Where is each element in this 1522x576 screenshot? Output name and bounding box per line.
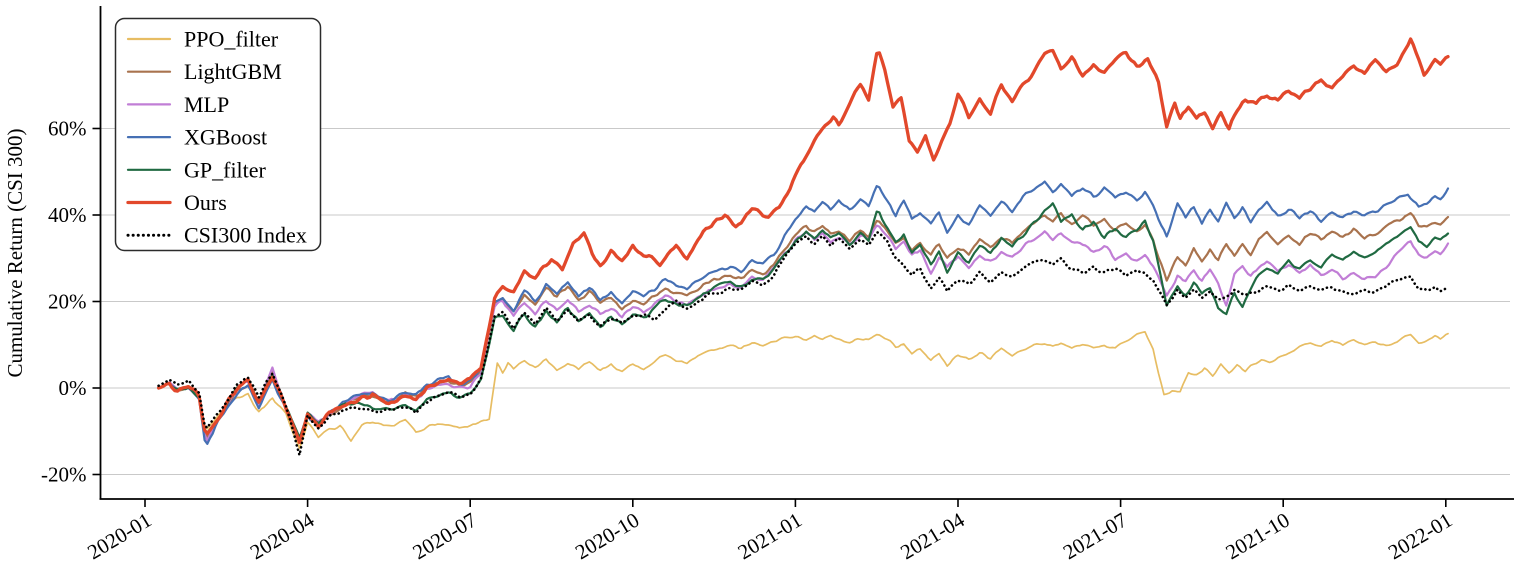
y-tick-label: 0% [59,376,87,400]
series-line-gp-filter [157,202,1450,439]
legend-entry-gp-filter: GP_filter [126,157,267,182]
legend-entry-mlp: MLP [126,92,229,117]
y-tick-label: 40% [48,203,87,227]
y-tick-label: 60% [48,117,87,141]
legend-label: Ours [184,190,227,215]
legend-entry-csi300-index: CSI300 Index [126,223,307,248]
legend-entry-ppo-filter: PPO_filter [126,27,279,52]
y-tick-label: -20% [41,463,87,487]
legend-entry-xgboost: XGBoost [126,125,267,150]
series-lines [156,37,1450,457]
legend: PPO_filter LightGBM MLP XGBoost GP_filter Our… [114,17,322,252]
gridlines [100,127,1510,476]
legend-label: MLP [184,92,229,117]
y-tick-label: 20% [48,290,87,314]
series-line-csi300-index [157,231,1450,457]
legend-label: CSI300 Index [184,223,307,248]
legend-entry-lightgbm: LightGBM [126,59,282,84]
series-line-lightgbm [157,212,1450,443]
legend-label: GP_filter [184,157,267,182]
series-line-ours [156,37,1450,445]
series-line-ppo-filter [157,330,1449,450]
legend-label: PPO_filter [184,27,279,52]
legend-label: LightGBM [184,59,282,84]
legend-box [114,17,322,252]
y-axis-title: Cumulative Return (CSI 300) [3,128,27,377]
legend-label: XGBoost [184,125,267,150]
legend-entry-ours: Ours [126,190,227,215]
